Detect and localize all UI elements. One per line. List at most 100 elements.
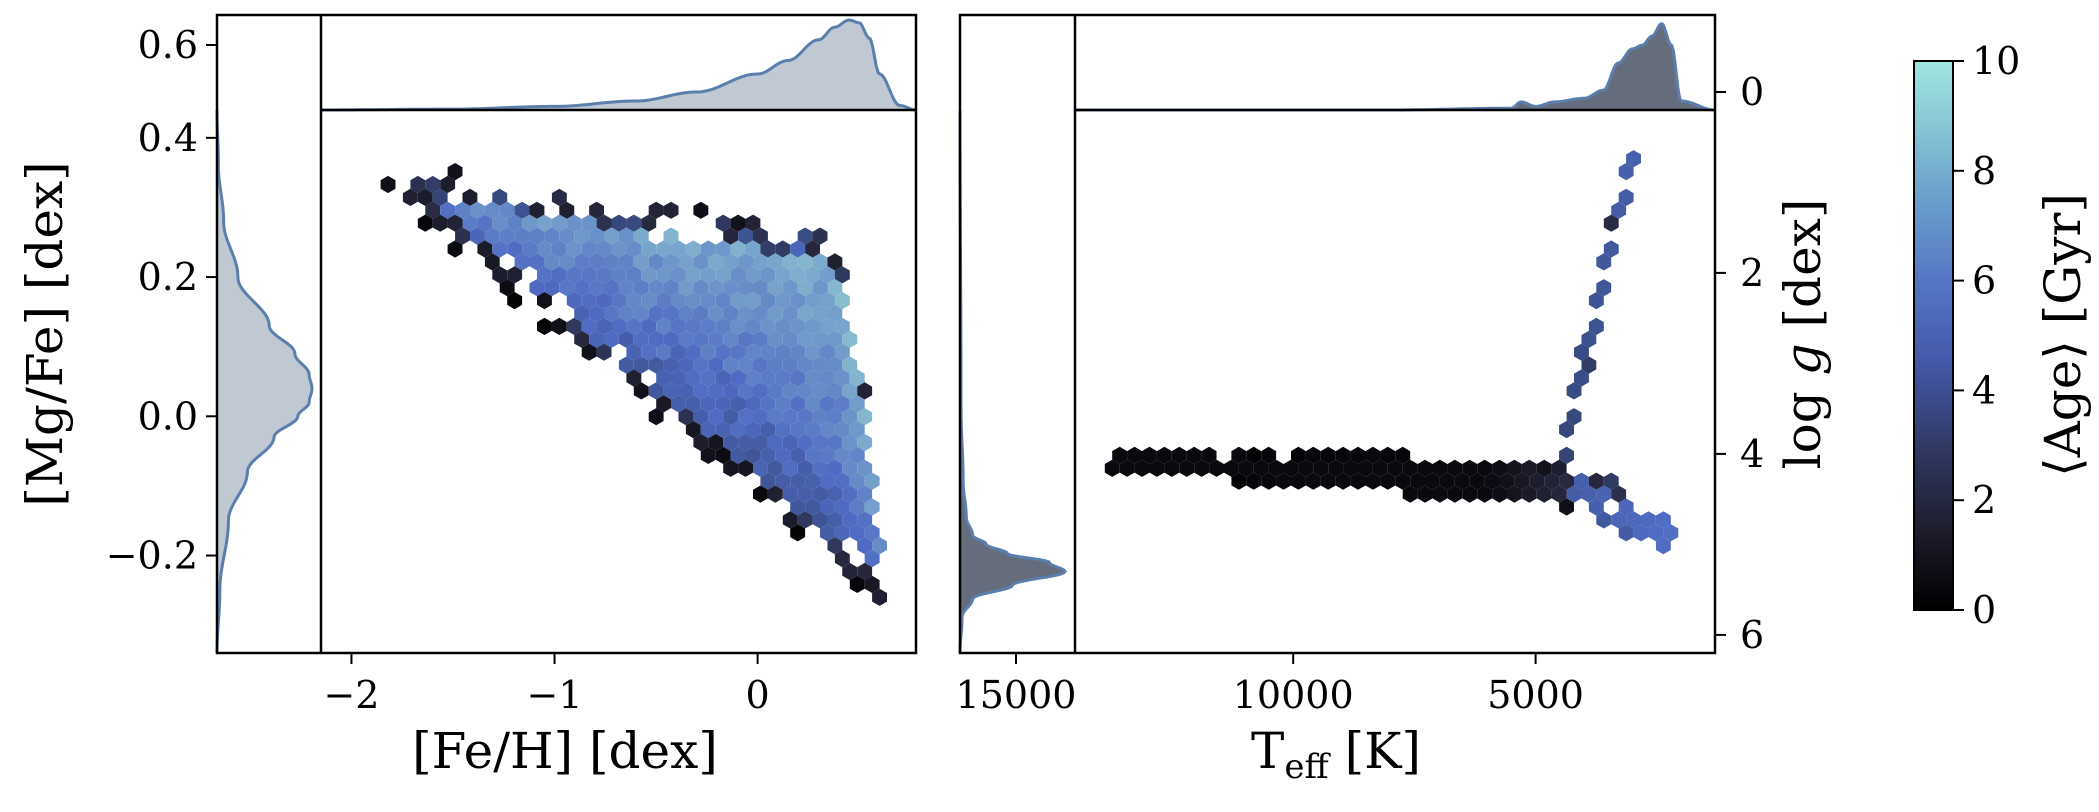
- hexbin-cell: [797, 227, 813, 245]
- hexbin-cell: [1358, 459, 1373, 477]
- hexbin-cell: [529, 253, 545, 271]
- hexbin-cell: [566, 317, 582, 335]
- hexbin-cell: [767, 408, 783, 426]
- hexbin-cell: [1596, 485, 1612, 503]
- hexbin-cell: [753, 279, 768, 297]
- hexbin-cell: [723, 253, 739, 271]
- hexbin-cell: [551, 317, 567, 335]
- hexbin-cell: [842, 356, 858, 374]
- hexbin-cell: [693, 433, 709, 452]
- hexbin-cell: [738, 304, 753, 323]
- hexbin-cell: [1559, 421, 1574, 439]
- hexbin-cell: [790, 498, 806, 516]
- y-tick-label: −0.2: [106, 534, 198, 578]
- hexbin-cell: [529, 227, 545, 245]
- hexbin-cell: [1171, 446, 1187, 464]
- x-tick-label: −1: [527, 673, 583, 717]
- hexbin-cell: [760, 395, 776, 413]
- hexbin-cell: [834, 395, 850, 413]
- hexbin-cell: [708, 330, 724, 348]
- hexbin-cell: [1417, 459, 1433, 477]
- colorbar-gradient: [1913, 60, 1954, 611]
- hexbin-cell: [417, 214, 433, 232]
- hexbin-cell: [738, 408, 753, 426]
- hexbin-cell: [797, 408, 813, 426]
- hexbin-cell: [864, 550, 880, 568]
- hexbin-cell: [1626, 511, 1641, 529]
- hexbin-cell: [685, 395, 701, 413]
- hexbin-cell: [730, 395, 746, 413]
- hexbin-cell: [790, 317, 806, 335]
- hexbin-cell: [507, 292, 523, 310]
- hexbin-cell: [1603, 240, 1619, 258]
- hexbin-cell: [715, 214, 731, 232]
- hexbin-cell: [1462, 459, 1478, 477]
- hexbin-cell: [805, 292, 820, 310]
- hexbin-cell: [857, 459, 873, 477]
- hexbin-cell: [834, 524, 850, 542]
- hexbin-cell: [1618, 188, 1634, 206]
- hexbin-cell: [559, 253, 575, 271]
- hexbin-cell: [648, 279, 664, 297]
- hexbin-cell: [1380, 446, 1396, 464]
- hexbin-cell: [1164, 459, 1180, 477]
- marginal-area: [960, 110, 1065, 653]
- hexbin-cell: [842, 382, 858, 400]
- hexbin-cell: [1231, 472, 1247, 490]
- hexbin-cell: [812, 408, 828, 426]
- hexbin-cell: [857, 511, 873, 529]
- hexbin-cell: [820, 524, 835, 542]
- hexbin-cell: [507, 266, 523, 284]
- hexbin-cell: [782, 459, 798, 477]
- left-panel-frame: [215, 13, 918, 655]
- hexbin-cell: [715, 317, 731, 335]
- hexbin-cell: [618, 227, 634, 245]
- hexbin-cell: [618, 356, 634, 374]
- hexbin-cell: [522, 240, 537, 258]
- hexbin-cell: [626, 240, 642, 258]
- hexbin-cell: [745, 446, 761, 464]
- hexbin-cell: [1283, 459, 1299, 477]
- hexbin-cell: [775, 317, 791, 335]
- hexbin-cell: [492, 266, 508, 284]
- right-marginal-x: [1075, 22, 1715, 112]
- hexbin-cell: [1410, 472, 1425, 490]
- hexbin-cell: [693, 279, 709, 297]
- hexbin-cell: [1447, 459, 1463, 477]
- hexbin-cell: [715, 446, 731, 464]
- hexbin-cell: [745, 214, 761, 232]
- hexbin-cell: [604, 279, 619, 297]
- hexbin-cell: [760, 369, 776, 387]
- hexbin-cell: [700, 266, 716, 284]
- hexbin-cell: [1611, 511, 1627, 529]
- hexbin-cell: [738, 253, 753, 271]
- hexbin-cell: [447, 240, 463, 258]
- hexbin-cell: [455, 227, 470, 245]
- hexbin-cell: [753, 459, 768, 477]
- hexbin-cell: [1603, 472, 1619, 490]
- hexbin-cell: [805, 343, 820, 361]
- hexbin-cell: [797, 511, 813, 529]
- hexbin-cell: [633, 227, 649, 245]
- hexbin-cell: [857, 433, 873, 452]
- hexbin-cell: [723, 227, 739, 245]
- hexbin-cell: [857, 562, 873, 581]
- hexbin-cell: [1320, 446, 1336, 464]
- hexbin-cell: [1119, 459, 1135, 477]
- hexbin-cell: [678, 382, 694, 400]
- hexbin-cell: [1551, 459, 1567, 477]
- hexbin-cell: [790, 472, 806, 490]
- hexbin-cell: [790, 266, 806, 284]
- x-tick-label: 5000: [1487, 673, 1584, 717]
- hexbin-cell: [432, 214, 448, 232]
- hexbin-cell: [1112, 446, 1128, 464]
- hexbin-cell: [812, 382, 828, 400]
- hexbin-cell: [790, 395, 806, 413]
- left-y-ticks: −0.2 0.0 0.2 0.4: [106, 116, 217, 578]
- hexbin-cell: [432, 188, 448, 206]
- hexbin-cell: [820, 317, 835, 335]
- hexbin-cell: [700, 446, 716, 464]
- hexbin-cell: [782, 485, 798, 503]
- hexbin-cell: [1596, 253, 1612, 271]
- hexbin-cell: [1365, 472, 1381, 490]
